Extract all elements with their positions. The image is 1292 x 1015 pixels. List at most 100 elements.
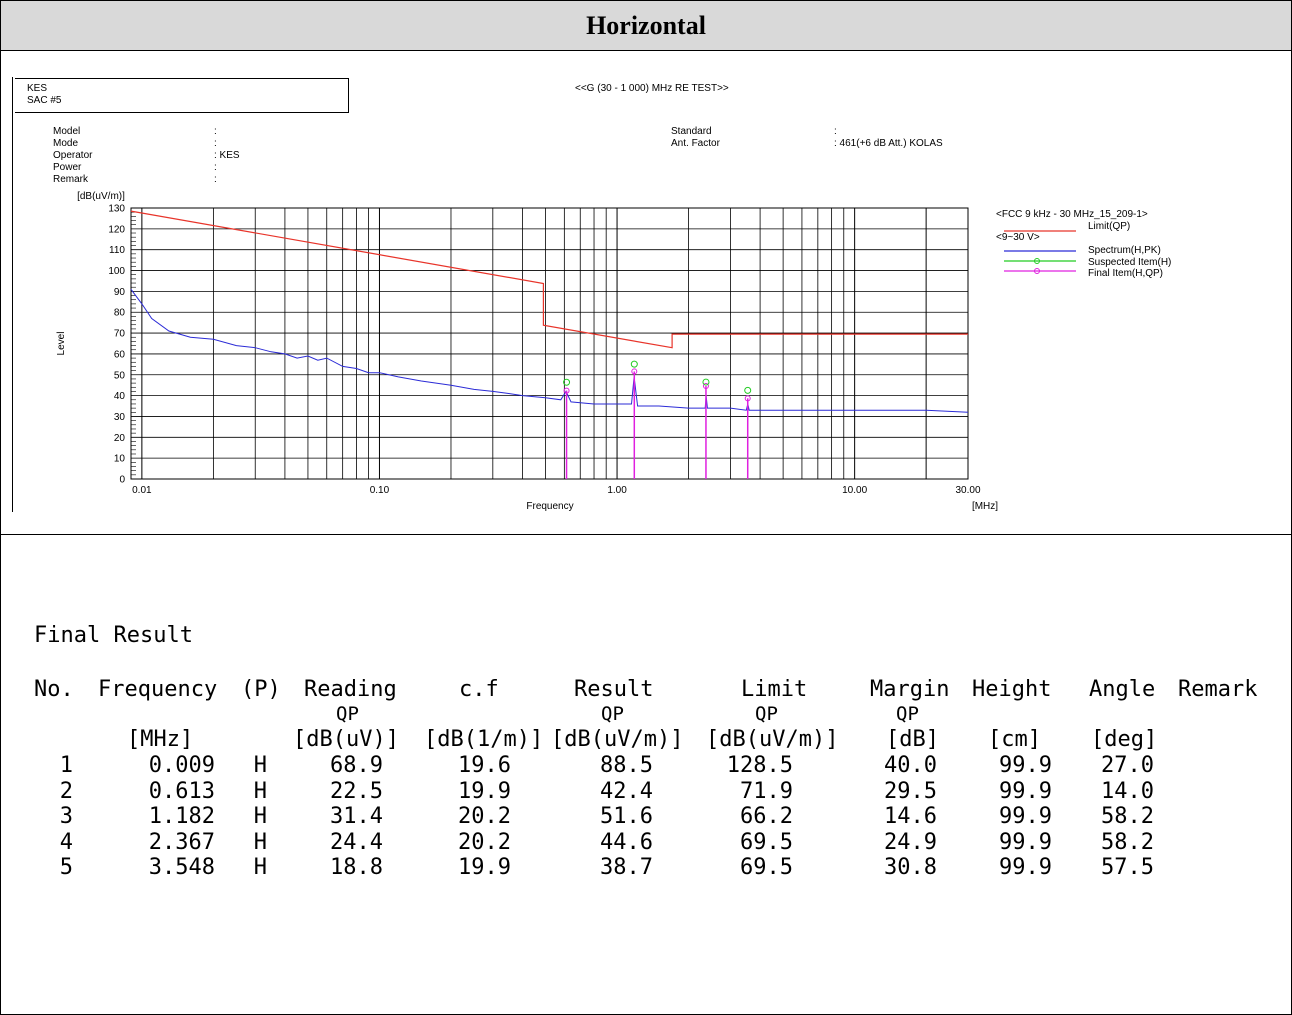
col-header-p: (P) — [241, 677, 281, 702]
info-label-remark: Remark — [53, 174, 89, 185]
info-value-remark: : — [214, 174, 217, 185]
info-value-operator: : KES — [214, 150, 240, 161]
cell-cf: 20.2 — [458, 804, 511, 829]
col-header-remark: Remark — [1178, 677, 1258, 702]
cell-frequency: 1.182 — [148, 804, 215, 829]
y-unit-label: [dB(uV/m)] — [77, 191, 125, 202]
cell-result: 51.6 — [600, 804, 653, 829]
suspected-item-marker — [744, 386, 752, 394]
col-header-result: Result — [574, 677, 654, 702]
col-header-no: No. — [34, 677, 74, 702]
legend-final-label: Final Item(H,QP) — [1088, 268, 1163, 279]
chart-frame — [12, 77, 1292, 512]
x-axis-title: Frequency — [526, 501, 573, 512]
cell-angle: 57.5 — [1101, 855, 1154, 880]
cell-cf: 19.6 — [458, 753, 511, 778]
cell-frequency: 0.613 — [148, 778, 215, 804]
cell-limit: 66.2 — [740, 804, 793, 829]
col-header-angle: Angle — [1089, 677, 1156, 702]
standard-label: Standard — [671, 126, 712, 137]
cell-polarity: H — [253, 804, 267, 829]
cell-cf: 19.9 — [458, 855, 511, 880]
cell-no: 4 — [59, 829, 73, 855]
info-value-model: : — [214, 126, 217, 137]
unit-cf: [dB(1/m)] — [424, 727, 544, 752]
cell-no: 5 — [59, 855, 73, 880]
cell-angle: 14.0 — [1101, 778, 1154, 804]
unit-result: [dB(uV/m)] — [551, 727, 684, 752]
cell-margin: 40.0 — [884, 753, 937, 778]
ant-factor-label: Ant. Factor — [671, 138, 720, 149]
final-item-marker — [631, 368, 638, 375]
y-tick-label: 120 — [108, 224, 125, 235]
col-header-height: Height — [972, 677, 1052, 702]
y-tick-label: 30 — [114, 412, 126, 423]
col-header-frequency: Frequency — [98, 677, 218, 702]
plot-area — [130, 207, 969, 480]
cell-reading: 68.9 — [330, 753, 383, 778]
col-header-limit: Limit — [741, 677, 808, 702]
cell-result: 42.4 — [600, 778, 653, 804]
cell-reading: 22.5 — [330, 778, 383, 804]
lab-name: KES — [27, 83, 48, 94]
suspected-item-marker — [630, 360, 638, 368]
unit-margin: [dB] — [886, 727, 939, 752]
unit-frequency: [MHz] — [127, 727, 194, 752]
cell-result: 88.5 — [600, 753, 653, 778]
cell-reading: 24.4 — [330, 829, 383, 855]
info-value-power: : — [214, 162, 217, 173]
subheader-limit: QP — [755, 703, 778, 725]
y-axis-title: Level — [56, 332, 67, 356]
subheader-reading: QP — [336, 703, 359, 725]
legend-limit-label: Limit(QP) — [1088, 221, 1130, 232]
cell-limit: 69.5 — [740, 855, 793, 880]
legend-group-title: <FCC 9 kHz - 30 MHz_15_209-1> — [996, 209, 1148, 220]
chart-header-box — [15, 78, 349, 113]
y-tick-label: 0 — [119, 475, 125, 486]
unit-reading: [dB(uV)] — [293, 727, 399, 752]
cell-margin: 14.6 — [884, 804, 937, 829]
x-tick-label: 0.10 — [370, 485, 390, 496]
cell-cf: 19.9 — [458, 778, 511, 804]
cell-no: 2 — [59, 778, 73, 804]
col-header-margin: Margin — [870, 677, 950, 702]
final-result-title: Final Result — [34, 623, 193, 648]
x-tick-label: 0.01 — [132, 485, 152, 496]
col-header-cf: c.f — [459, 677, 499, 702]
unit-angle: [deg] — [1091, 727, 1158, 752]
cell-limit: 69.5 — [740, 829, 793, 855]
page-title: Horizontal — [586, 11, 706, 40]
y-tick-label: 90 — [114, 287, 126, 298]
cell-margin: 30.8 — [884, 855, 937, 880]
cell-frequency: 0.009 — [148, 753, 215, 778]
cell-frequency: 2.367 — [148, 829, 215, 855]
cell-cf: 20.2 — [458, 829, 511, 855]
cell-polarity: H — [253, 778, 267, 804]
unit-height: [cm] — [988, 727, 1041, 752]
cell-angle: 27.0 — [1101, 753, 1154, 778]
x-tick-label: 10.00 — [842, 485, 867, 496]
cell-no: 1 — [59, 753, 73, 778]
subheader-result: QP — [601, 703, 624, 725]
suspected-item-marker — [563, 378, 571, 386]
cell-height: 99.9 — [999, 829, 1052, 855]
cell-frequency: 3.548 — [148, 855, 215, 880]
cell-angle: 58.2 — [1101, 829, 1154, 855]
chamber-name: SAC #5 — [27, 95, 62, 106]
cell-polarity: H — [253, 753, 267, 778]
cell-result: 38.7 — [600, 855, 653, 880]
info-label-mode: Mode — [53, 138, 79, 149]
x-tick-label: 1.00 — [607, 485, 627, 496]
info-value-mode: : — [214, 138, 217, 149]
y-tick-label: 80 — [114, 308, 126, 319]
final-item-marker — [563, 387, 570, 394]
emission-chart: 0 10 20 30 40 50 60 70 80 90 100 110 120 130 0.01 0.10 1… — [56, 191, 1171, 512]
cell-no: 3 — [59, 804, 73, 829]
final-item-marker — [702, 383, 709, 390]
cell-height: 99.9 — [999, 804, 1052, 829]
cell-angle: 58.2 — [1101, 804, 1154, 829]
chart-section: KES SAC #5 <<G (30 - 1 000) MHz RE TEST>… — [1, 51, 1291, 535]
suspected-item-marker — [702, 378, 710, 386]
final-item-marker — [744, 395, 751, 402]
cell-polarity: H — [253, 829, 267, 855]
